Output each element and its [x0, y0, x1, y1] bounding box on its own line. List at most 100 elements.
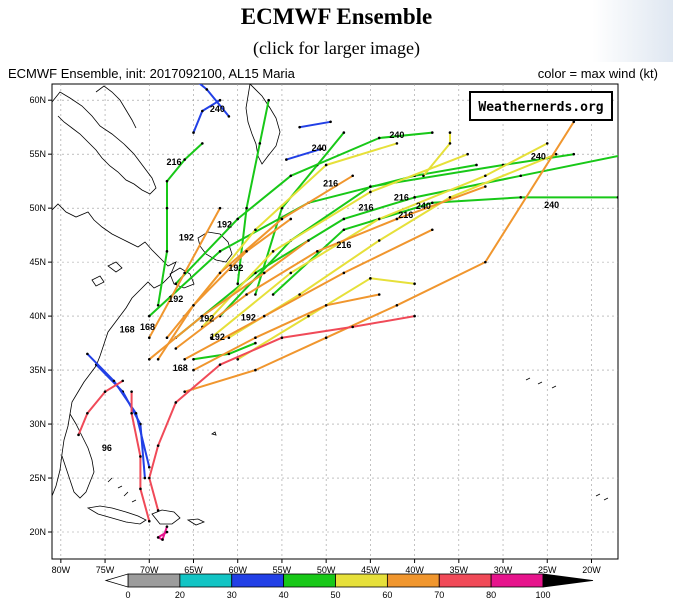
ensemble-track	[157, 525, 168, 541]
ensemble-track	[183, 228, 434, 361]
track-point	[280, 336, 284, 339]
track-point	[218, 271, 222, 275]
track-point	[342, 217, 346, 221]
lon-tick-label: 80W	[52, 565, 71, 575]
track-point	[205, 88, 209, 91]
track-point	[192, 131, 195, 134]
map-header-right: color = max wind (kt)	[538, 66, 658, 81]
colorbar-tick-label: 20	[175, 590, 185, 598]
lon-tick-label: 45W	[361, 565, 380, 575]
track-point	[165, 530, 169, 534]
ensemble-track-map[interactable]: ECMWF Ensemble, init: 2017092100, AL15 M…	[0, 62, 673, 598]
colorbar-low-arrow	[104, 573, 129, 588]
track-point	[165, 206, 169, 210]
track-point	[156, 444, 160, 447]
track-point	[413, 314, 416, 318]
track-point	[183, 357, 186, 361]
track-point	[165, 179, 169, 183]
track-point	[258, 142, 262, 145]
lon-tick-label: 25W	[538, 565, 557, 575]
track-point	[280, 206, 284, 210]
track-point	[174, 282, 178, 286]
track-point	[236, 282, 240, 286]
lat-tick-label: 35N	[29, 365, 46, 375]
lat-tick-label: 40N	[29, 311, 46, 321]
colorbar-tick-label: 100	[535, 590, 550, 598]
track-point	[377, 293, 381, 296]
colorbar-tick-label: 30	[227, 590, 237, 598]
track-point	[484, 185, 487, 188]
track-point	[254, 368, 257, 372]
colorbar-tick-label: 70	[434, 590, 444, 598]
track-point	[324, 336, 328, 339]
track-point	[484, 174, 487, 178]
lon-tick-label: 40W	[405, 565, 424, 575]
wind-colorbar: 0 20 30 40 50 60 70 80 100	[104, 573, 594, 598]
track-point	[218, 206, 222, 210]
track-point	[209, 336, 213, 339]
track-point	[369, 185, 372, 188]
track-point	[227, 336, 231, 339]
page-subtitle[interactable]: (click for larger image)	[252, 38, 421, 58]
track-point	[484, 260, 487, 264]
colorbar-tick-label: 50	[330, 590, 340, 598]
track-point	[475, 163, 478, 167]
track-point	[395, 304, 399, 307]
lat-tick-label: 30N	[29, 419, 46, 429]
forecast-hour-label: 216	[336, 240, 351, 250]
track-point	[254, 228, 257, 232]
track-point	[139, 487, 142, 491]
track-point	[245, 293, 248, 296]
track-point	[316, 250, 319, 253]
track-point	[147, 465, 151, 469]
track-point	[267, 98, 270, 102]
lon-tick-label: 75W	[96, 565, 115, 575]
track-point	[616, 196, 618, 199]
track-point	[201, 314, 204, 318]
track-point	[103, 390, 107, 393]
track-point	[254, 341, 257, 345]
track-point	[218, 363, 222, 366]
track-point	[572, 120, 576, 124]
track-point	[342, 228, 346, 232]
track-point	[156, 536, 160, 539]
map-grid	[52, 84, 618, 559]
track-point	[130, 411, 133, 415]
track-point	[342, 271, 346, 275]
track-point	[192, 368, 195, 372]
colorbar-segment	[231, 573, 285, 588]
forecast-hour-label: 192	[217, 220, 232, 230]
ensemble-track	[157, 142, 204, 307]
track-point	[147, 476, 151, 480]
ensemble-track	[157, 217, 292, 361]
track-point	[448, 131, 452, 134]
colorbar-segment	[490, 573, 544, 588]
track-point	[320, 147, 324, 151]
lon-tick-label: 60W	[228, 565, 247, 575]
weathernerds-badge: Weathernerds.org	[469, 91, 613, 121]
page-title: ECMWF Ensemble	[240, 4, 433, 29]
track-point	[201, 142, 204, 145]
track-point	[218, 98, 222, 102]
lon-tick-label: 55W	[273, 565, 292, 575]
track-point	[161, 538, 164, 541]
ensemble-track	[77, 379, 124, 436]
track-point	[254, 336, 257, 339]
axis-ticks: 80W 75W 70W 65W 60W 55W 50W 45W 40W 35W 30W 25W 20W 6…	[29, 95, 601, 575]
track-point	[369, 277, 372, 280]
track-point	[77, 433, 80, 437]
track-point	[130, 390, 133, 393]
track-point	[174, 347, 178, 350]
forecast-hour-label: 216	[394, 193, 409, 203]
track-point	[519, 196, 523, 199]
forecast-hour-label: 192	[241, 312, 256, 322]
forecast-hour-label: 216	[167, 157, 182, 167]
track-point	[329, 120, 332, 124]
track-point	[289, 174, 293, 178]
track-point	[307, 314, 310, 318]
track-point	[430, 228, 434, 232]
track-point	[165, 250, 169, 253]
track-point	[271, 293, 275, 296]
track-point	[545, 142, 549, 145]
track-point	[448, 142, 452, 145]
